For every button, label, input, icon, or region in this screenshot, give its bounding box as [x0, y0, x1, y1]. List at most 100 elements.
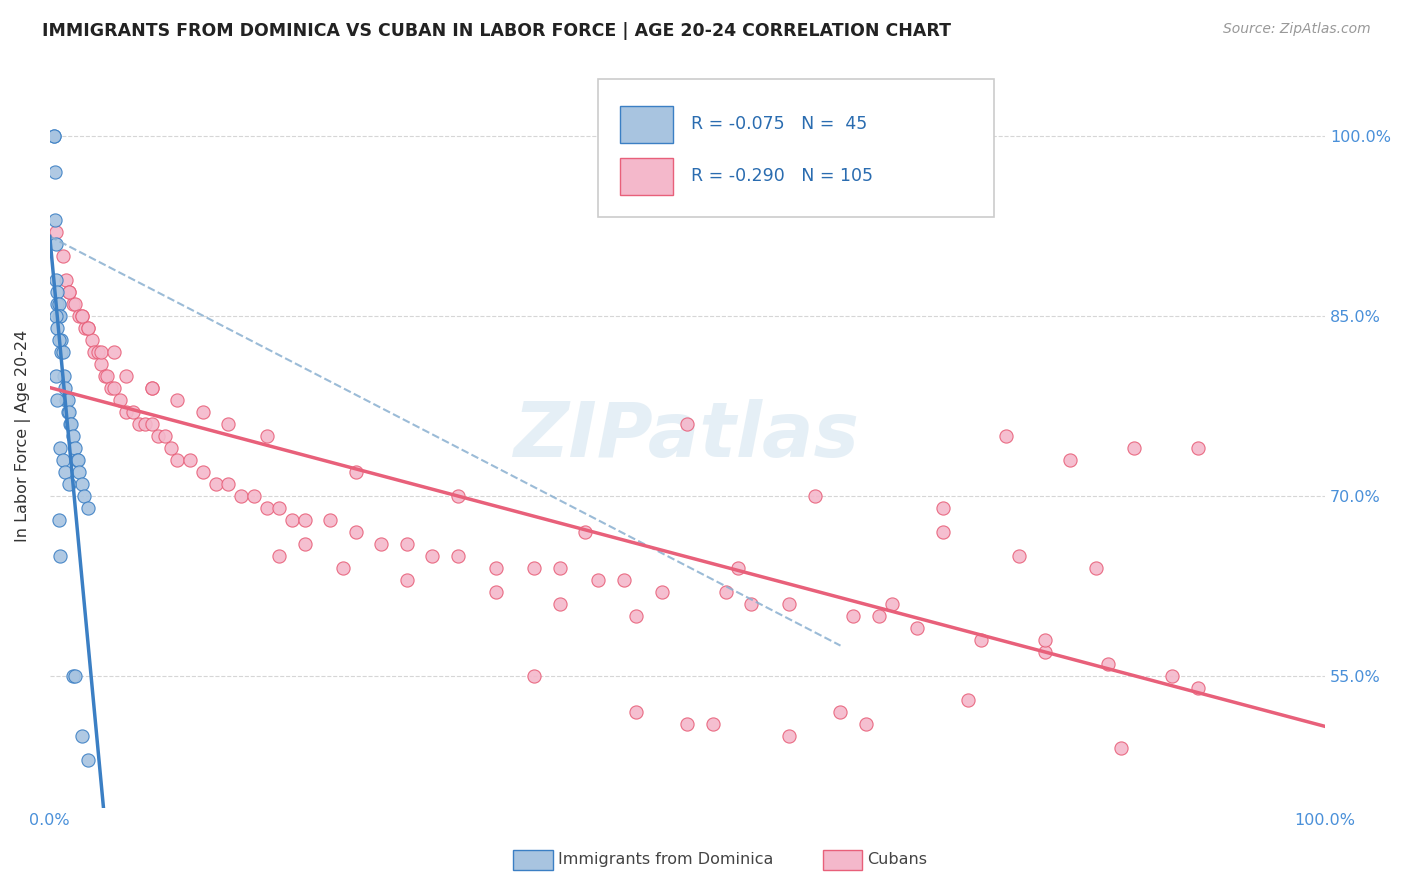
Point	[727, 561, 749, 575]
Point	[1033, 645, 1056, 659]
Point	[141, 381, 163, 395]
Point	[256, 501, 278, 516]
Point	[294, 537, 316, 551]
Point	[62, 429, 84, 443]
Bar	[620, 158, 673, 195]
Point	[855, 717, 877, 731]
Bar	[620, 106, 673, 143]
Point	[651, 585, 673, 599]
Point	[1187, 441, 1209, 455]
Point	[48, 309, 70, 323]
Point	[51, 333, 73, 347]
Point	[45, 237, 67, 252]
Point	[42, 129, 65, 144]
Point	[48, 513, 70, 527]
Point	[485, 585, 508, 599]
Point	[75, 321, 97, 335]
Point	[626, 705, 648, 719]
Y-axis label: In Labor Force | Age 20-24: In Labor Force | Age 20-24	[15, 330, 31, 542]
Point	[58, 405, 80, 419]
Point	[45, 369, 67, 384]
Point	[191, 465, 214, 479]
Point	[49, 441, 72, 455]
Point	[179, 453, 201, 467]
Point	[58, 285, 80, 299]
Point	[115, 405, 138, 419]
Point	[956, 693, 979, 707]
Point	[523, 561, 546, 575]
Point	[319, 513, 342, 527]
Point	[370, 537, 392, 551]
Point	[880, 597, 903, 611]
Point	[1187, 681, 1209, 695]
Point	[626, 609, 648, 624]
Point	[1161, 669, 1184, 683]
Point	[485, 561, 508, 575]
Point	[46, 285, 69, 299]
Point	[229, 489, 252, 503]
Point	[45, 225, 67, 239]
Point	[269, 549, 291, 563]
Text: Cubans: Cubans	[868, 853, 928, 867]
Point	[1097, 657, 1119, 671]
Point	[332, 561, 354, 575]
Point	[80, 333, 103, 347]
Point	[115, 369, 138, 384]
Point	[62, 297, 84, 311]
Point	[66, 453, 89, 467]
Point	[77, 753, 100, 767]
Point	[702, 717, 724, 731]
Point	[45, 309, 67, 323]
Point	[395, 573, 418, 587]
Point	[48, 333, 70, 347]
Point	[87, 345, 110, 359]
Point	[141, 417, 163, 431]
Point	[447, 489, 470, 503]
Point	[204, 477, 226, 491]
Point	[51, 453, 73, 467]
Text: IMMIGRANTS FROM DOMINICA VS CUBAN IN LABOR FORCE | AGE 20-24 CORRELATION CHART: IMMIGRANTS FROM DOMINICA VS CUBAN IN LAB…	[42, 22, 952, 40]
Point	[905, 621, 928, 635]
Point	[48, 297, 70, 311]
Point	[103, 381, 125, 395]
Point	[58, 477, 80, 491]
Point	[779, 729, 801, 743]
Point	[740, 597, 762, 611]
Point	[49, 549, 72, 563]
Point	[67, 465, 90, 479]
Point	[65, 453, 87, 467]
Point	[83, 345, 105, 359]
Point	[714, 585, 737, 599]
Point	[1059, 453, 1081, 467]
Point	[77, 321, 100, 335]
Point	[70, 309, 93, 323]
Text: ZIPatlas: ZIPatlas	[515, 399, 860, 473]
Text: R = -0.075   N =  45: R = -0.075 N = 45	[692, 115, 868, 133]
Point	[548, 561, 571, 575]
Point	[294, 513, 316, 527]
Point	[53, 465, 76, 479]
Point	[422, 549, 444, 563]
Point	[100, 381, 122, 395]
Point	[56, 405, 79, 419]
Point	[46, 393, 69, 408]
Point	[62, 669, 84, 683]
Point	[51, 249, 73, 263]
Point	[90, 357, 112, 371]
Point	[77, 321, 100, 335]
Point	[67, 309, 90, 323]
Point	[1084, 561, 1107, 575]
Point	[548, 597, 571, 611]
Point	[166, 453, 188, 467]
FancyBboxPatch shape	[598, 78, 994, 217]
Point	[166, 393, 188, 408]
Point	[103, 345, 125, 359]
Point	[676, 417, 699, 431]
Point	[447, 549, 470, 563]
Point	[830, 705, 852, 719]
Point	[269, 501, 291, 516]
Text: Source: ZipAtlas.com: Source: ZipAtlas.com	[1223, 22, 1371, 37]
Point	[121, 405, 143, 419]
Point	[523, 669, 546, 683]
Point	[586, 573, 609, 587]
